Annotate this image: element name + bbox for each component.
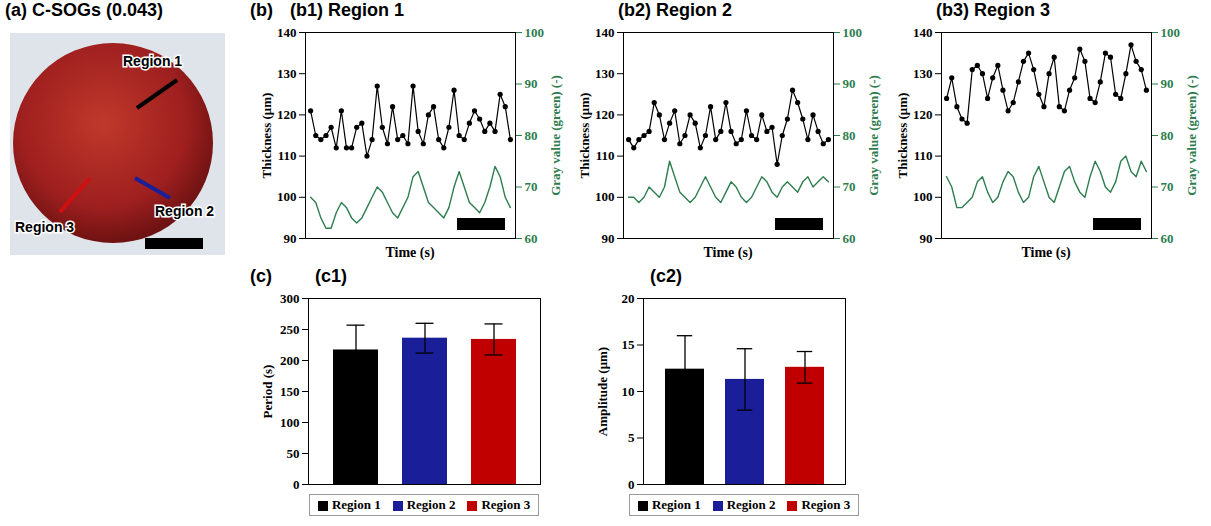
svg-text:70: 70 (1161, 179, 1174, 194)
svg-text:Region 3: Region 3 (15, 219, 74, 235)
svg-text:90: 90 (920, 231, 933, 246)
svg-text:100: 100 (843, 25, 863, 40)
svg-text:100: 100 (525, 25, 545, 40)
svg-text:Gray value (green) (-): Gray value (green) (-) (548, 75, 563, 196)
svg-text:90: 90 (843, 76, 856, 91)
svg-text:Region 2: Region 2 (155, 203, 214, 219)
svg-text:Thickness (μm): Thickness (μm) (895, 93, 910, 179)
svg-text:Period (s): Period (s) (260, 365, 275, 419)
svg-text:15: 15 (622, 337, 636, 352)
svg-text:110: 110 (914, 148, 933, 163)
svg-text:120: 120 (595, 107, 615, 122)
svg-text:Thickness (μm): Thickness (μm) (259, 93, 274, 179)
svg-text:90: 90 (602, 231, 615, 246)
svg-text:100: 100 (913, 189, 933, 204)
svg-text:5: 5 (628, 430, 635, 445)
html-text:(c2): (c2) (650, 266, 682, 286)
html-text:(b2) Region 2: (b2) Region 2 (618, 0, 732, 20)
html-text:Region 1: Region 1 (331, 497, 381, 512)
svg-text:100: 100 (277, 189, 297, 204)
html-text:(c1): (c1) (315, 266, 347, 286)
svg-text:70: 70 (525, 179, 538, 194)
svg-text:90: 90 (284, 231, 297, 246)
svg-text:Amplitude (μm): Amplitude (μm) (595, 347, 610, 436)
html-text:(c): (c) (250, 266, 272, 286)
html-text:Time (s): Time (s) (1021, 245, 1071, 260)
svg-text:250: 250 (280, 322, 300, 337)
svg-text:Region 1: Region 1 (123, 53, 182, 69)
svg-text:10: 10 (622, 384, 635, 399)
svg-text:0: 0 (628, 477, 635, 492)
svg-text:70: 70 (843, 179, 856, 194)
svg-text:60: 60 (525, 231, 538, 246)
svg-text:200: 200 (280, 353, 300, 368)
svg-text:130: 130 (595, 66, 615, 81)
svg-text:Gray value (green) (-): Gray value (green) (-) (1184, 75, 1199, 196)
svg-text:90: 90 (525, 76, 538, 91)
svg-text:130: 130 (277, 66, 297, 81)
html-text:Region 1: Region 1 (651, 497, 701, 512)
svg-text:90: 90 (1161, 76, 1174, 91)
html-text:(b): (b) (250, 0, 273, 20)
svg-text:140: 140 (277, 25, 297, 40)
html-text:Region 3: Region 3 (801, 497, 851, 512)
html-text:(b3) Region 3: (b3) Region 3 (936, 0, 1050, 20)
svg-text:100: 100 (1161, 25, 1181, 40)
svg-text:100: 100 (280, 415, 300, 430)
svg-text:60: 60 (1161, 231, 1174, 246)
html-text:Region 2: Region 2 (406, 497, 456, 512)
svg-text:100: 100 (595, 189, 615, 204)
svg-text:50: 50 (287, 446, 300, 461)
html-text:Time (s): Time (s) (385, 245, 435, 260)
svg-text:80: 80 (1161, 128, 1174, 143)
svg-text:150: 150 (280, 384, 300, 399)
svg-text:140: 140 (913, 25, 933, 40)
svg-text:0: 0 (293, 477, 300, 492)
svg-text:130: 130 (913, 66, 933, 81)
svg-text:140: 140 (595, 25, 615, 40)
svg-text:60: 60 (843, 231, 856, 246)
svg-text:300: 300 (280, 291, 300, 306)
svg-text:Gray value (green) (-): Gray value (green) (-) (866, 75, 881, 196)
html-text:(b1) Region 1: (b1) Region 1 (290, 0, 404, 20)
svg-text:20: 20 (622, 291, 635, 306)
html-text:Time (s): Time (s) (703, 245, 753, 260)
svg-text:110: 110 (278, 148, 297, 163)
svg-text:80: 80 (843, 128, 856, 143)
html-text:Region 3: Region 3 (481, 497, 531, 512)
svg-text:120: 120 (913, 107, 933, 122)
svg-text:Thickness (μm): Thickness (μm) (577, 93, 592, 179)
html-text:Region 2: Region 2 (726, 497, 776, 512)
svg-text:110: 110 (596, 148, 615, 163)
html-text:(a) C-SOGs (0.043): (a) C-SOGs (0.043) (5, 0, 163, 20)
svg-text:80: 80 (525, 128, 538, 143)
svg-text:120: 120 (277, 107, 297, 122)
